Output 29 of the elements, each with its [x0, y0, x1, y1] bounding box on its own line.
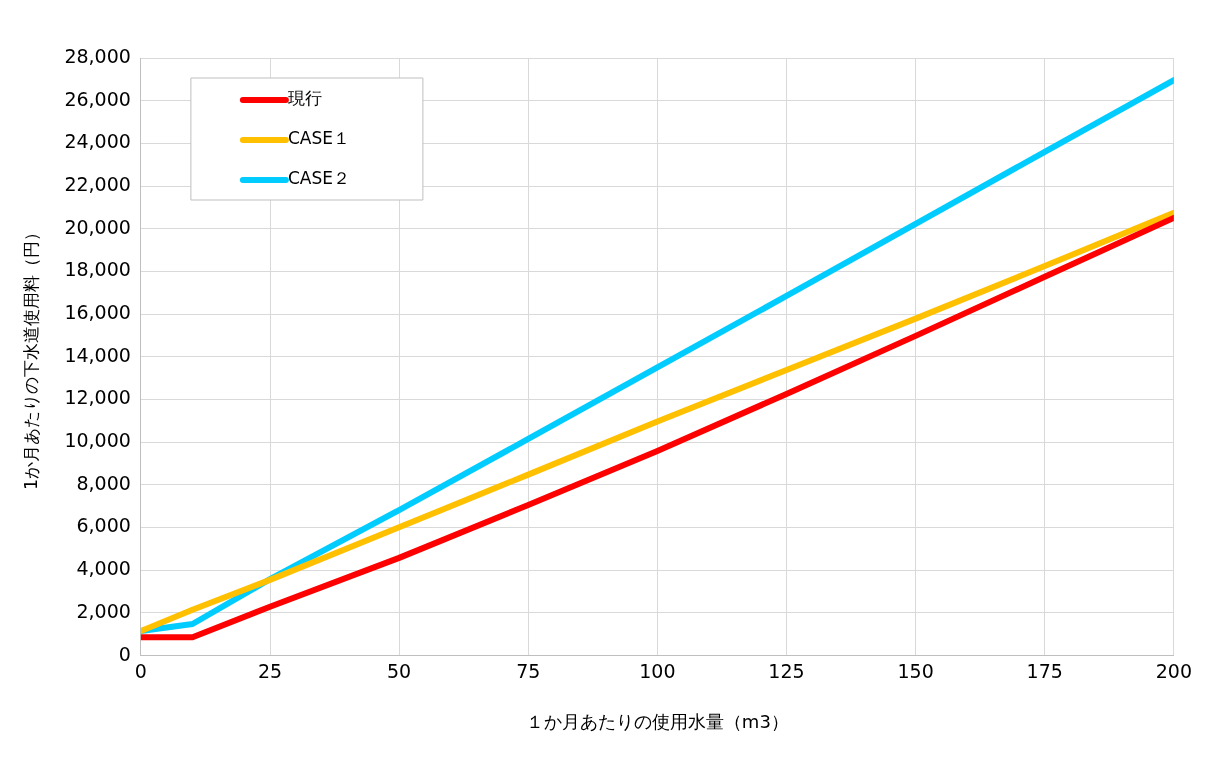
x-axis-title: １か月あたりの使用水量（m3）	[525, 710, 789, 732]
y-tick-label: 8,000	[76, 471, 131, 494]
x-tick-label: 50	[387, 659, 412, 682]
y-tick-label: 10,000	[64, 429, 131, 452]
y-tick-label: 12,000	[64, 386, 131, 409]
legend-label: CASE２	[287, 168, 350, 189]
y-tick-label: 18,000	[64, 258, 131, 281]
x-tick-label: 150	[897, 659, 934, 682]
x-tick-label: 25	[257, 659, 283, 682]
y-tick-label: 20,000	[64, 215, 131, 238]
y-axis-title: 1か月あたりの下水道使用料（円）	[20, 223, 41, 490]
y-tick-label: 28,000	[64, 44, 131, 67]
x-tick-label: 100	[639, 659, 676, 682]
x-tick-label: 125	[768, 659, 805, 682]
y-tick-label: 2,000	[76, 599, 131, 622]
x-tick-label: 175	[1026, 659, 1063, 682]
x-tick-label: 75	[516, 659, 541, 682]
y-tick-label: 4,000	[76, 557, 131, 580]
x-tick-label: 0	[134, 659, 147, 682]
y-tick-label: 16,000	[64, 301, 131, 324]
y-tick-label: 22,000	[64, 172, 131, 195]
y-tick-label: 14,000	[64, 343, 131, 366]
x-tick-label: 200	[1155, 659, 1192, 682]
y-tick-label: 26,000	[64, 87, 131, 110]
y-tick-label: 6,000	[76, 514, 131, 537]
y-tick-label: 24,000	[64, 130, 131, 153]
legend-label: 現行	[287, 88, 322, 109]
legend-label: CASE１	[287, 128, 350, 149]
y-tick-label: 0	[118, 642, 131, 665]
